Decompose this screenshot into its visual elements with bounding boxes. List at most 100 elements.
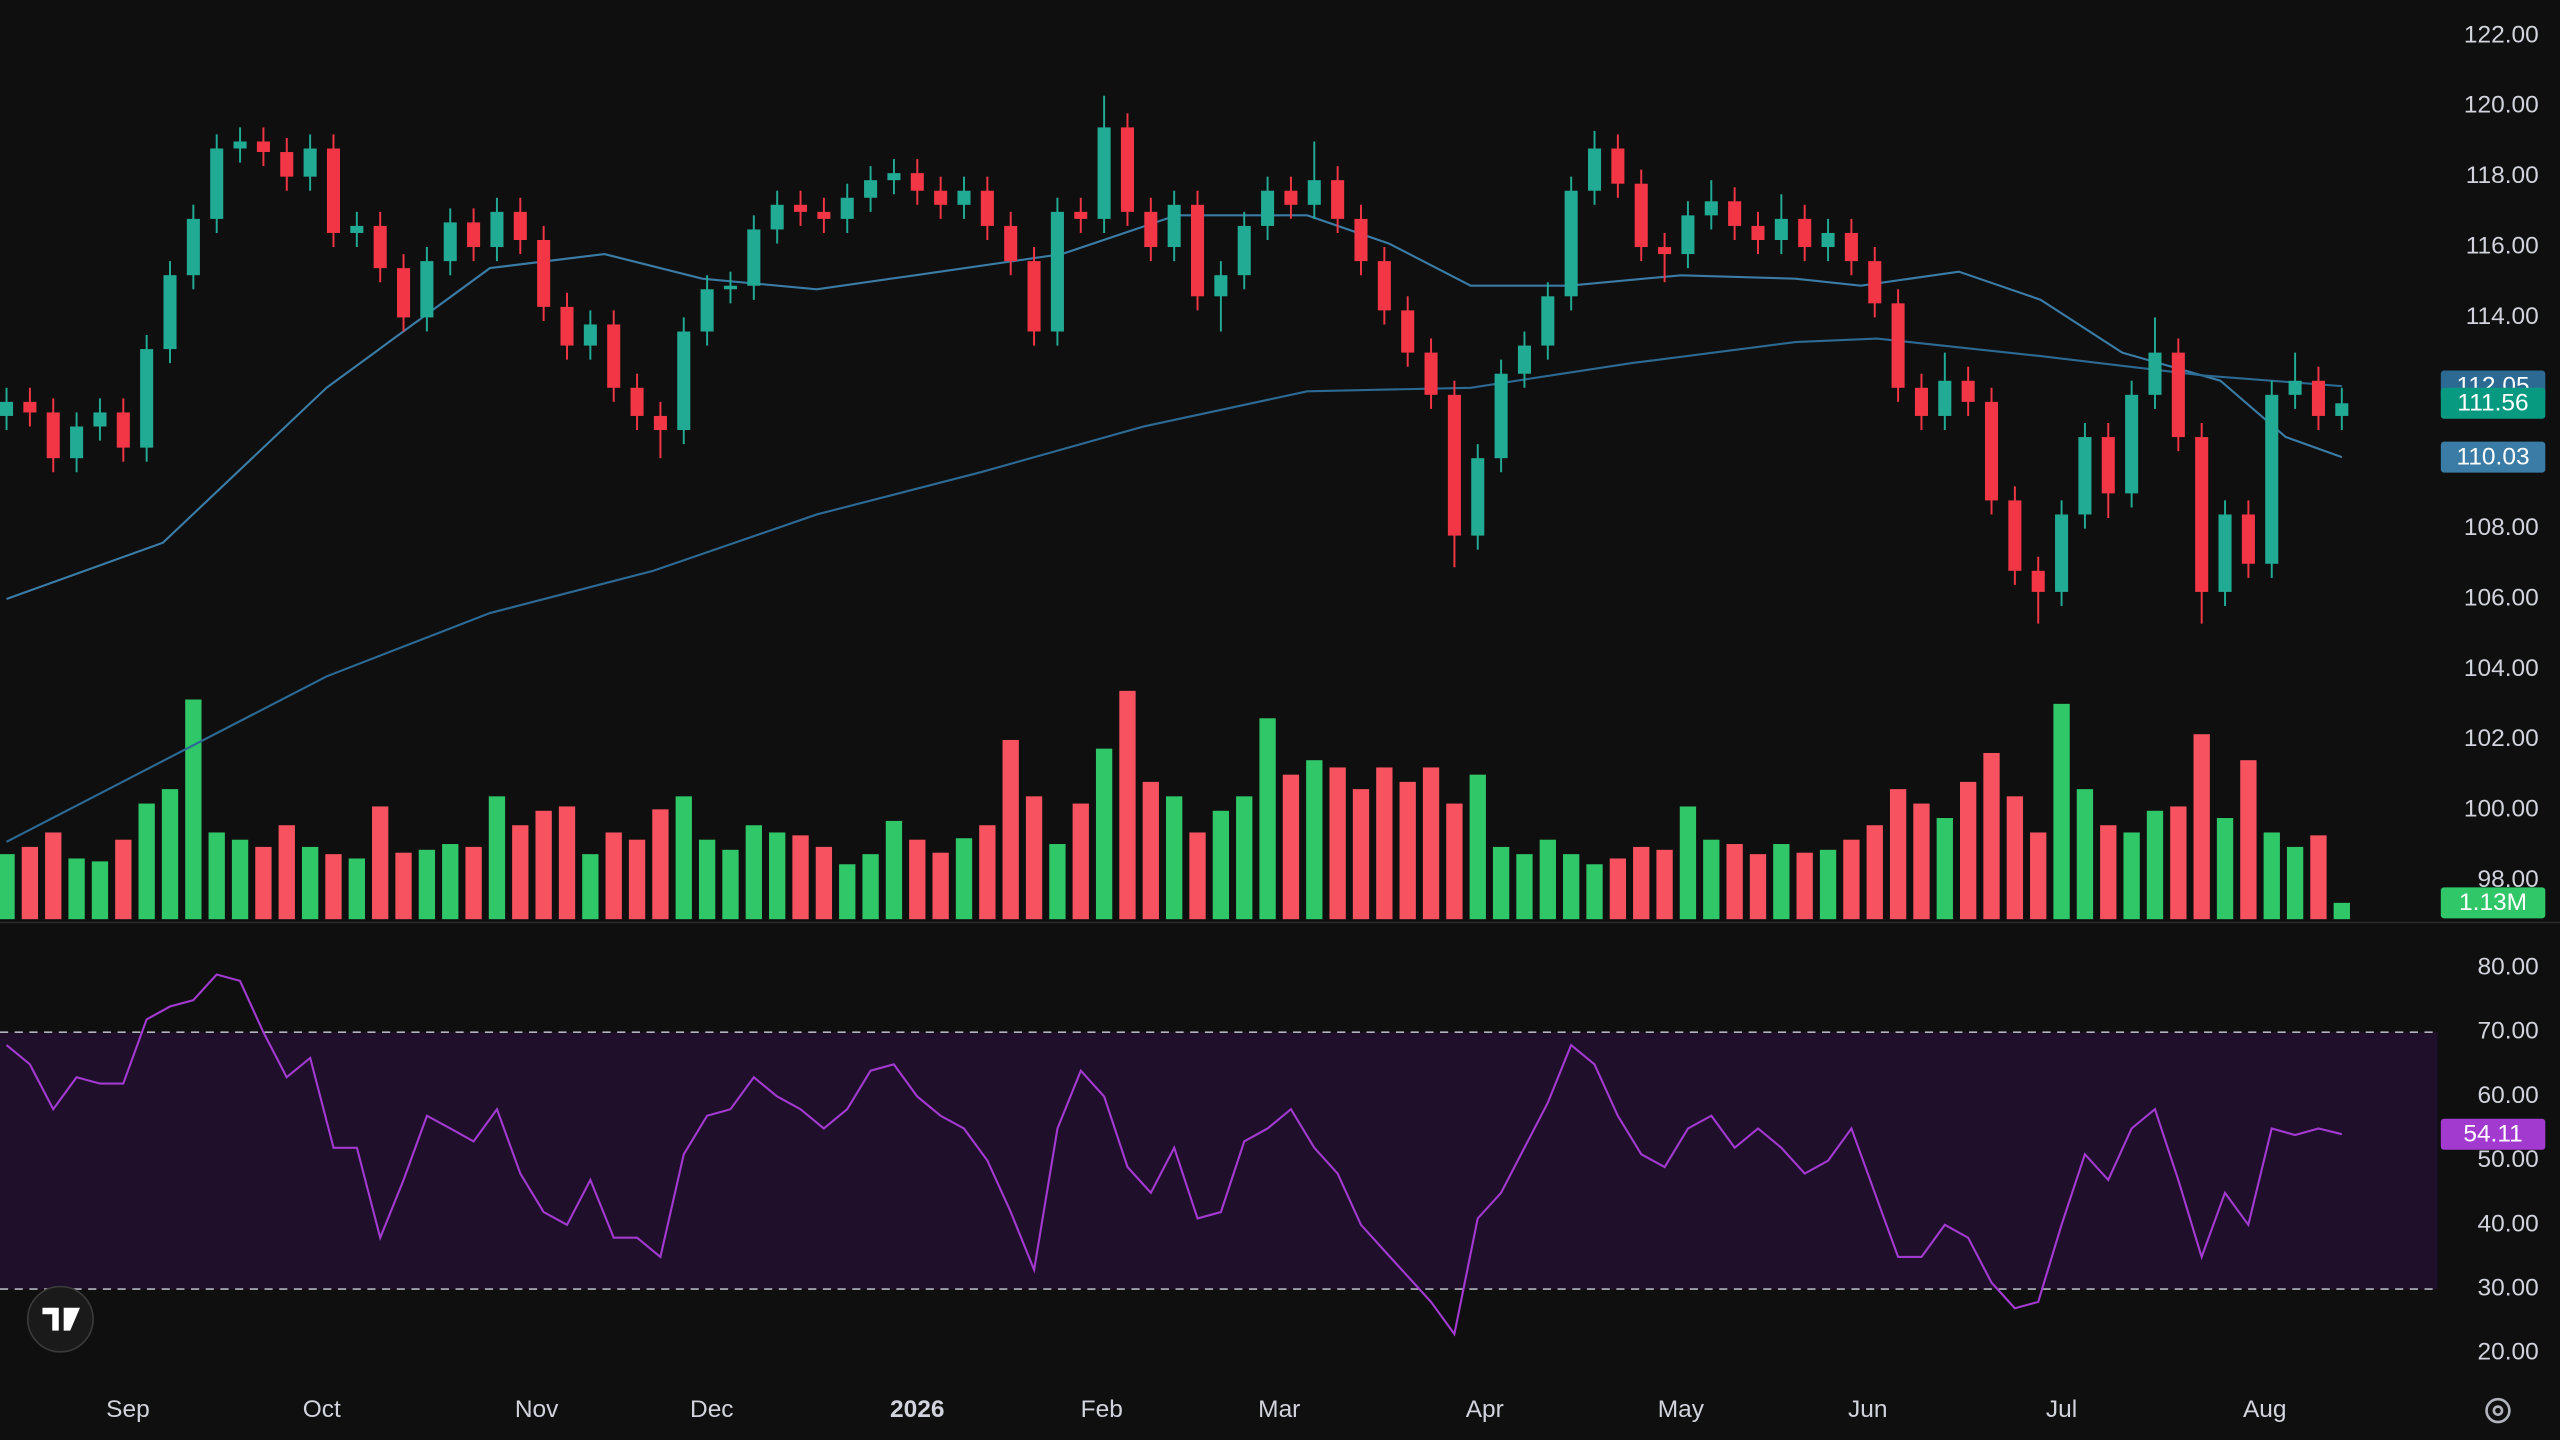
close-last-label: 111.56 [2457, 390, 2528, 417]
volume-bar [839, 864, 856, 920]
candle-body [2218, 514, 2232, 592]
volume-bar [1399, 781, 1416, 920]
rsi-tick-label: 50.00 [2478, 1146, 2539, 1173]
volume-bar [1189, 832, 1206, 920]
candle-body [1284, 190, 1298, 205]
candle-body [2078, 437, 2092, 515]
volume-bar [1236, 796, 1253, 920]
logo[interactable] [26, 1285, 94, 1353]
ma-last-box [2440, 441, 2546, 473]
candle-body [1050, 211, 1064, 332]
candle-body [700, 289, 714, 332]
candle-body [1868, 261, 1882, 304]
volume-bar [161, 789, 179, 920]
candle-body [350, 225, 364, 233]
candle-body [677, 331, 691, 431]
candle-body [2241, 514, 2255, 564]
candle-body [1354, 218, 1368, 262]
candle-body [2311, 380, 2325, 416]
volume-bar [2076, 789, 2094, 920]
logo-mark[interactable] [42, 1307, 80, 1331]
candle-body [1961, 380, 1975, 402]
volume-bar [1282, 774, 1300, 920]
candle-body [2008, 500, 2022, 571]
candle-body [1214, 275, 1228, 297]
settings-button[interactable] [2485, 1397, 2511, 1424]
volume-bar [418, 849, 436, 920]
candle-body [186, 218, 200, 276]
candle-body [1984, 401, 1999, 501]
candle-body [1494, 373, 1508, 459]
volume-bar [1913, 803, 1930, 920]
volume-bar [955, 838, 973, 920]
candle-body [583, 324, 597, 346]
rsi-tick-label: 40.00 [2478, 1210, 2539, 1237]
volume-bar [185, 699, 202, 920]
candle-body [840, 197, 854, 219]
volume-bar [722, 849, 739, 920]
volume-bar [1586, 864, 1603, 920]
volume-bar [138, 803, 155, 920]
candle-body [1027, 261, 1041, 332]
y-tick-label: 106.00 [2464, 584, 2539, 611]
volume-bar [698, 839, 716, 920]
candle-body [1541, 296, 1555, 346]
candle-body [887, 173, 901, 181]
volume-bar [2240, 760, 2257, 920]
volume-bar [2193, 734, 2210, 920]
candle-body [1074, 211, 1088, 219]
candle-body [1471, 458, 1485, 536]
candle-body [1190, 204, 1205, 297]
volume-bar [1142, 781, 1159, 920]
volume-bar [21, 846, 39, 920]
candle-body [1564, 190, 1578, 297]
volume-bar [2053, 703, 2070, 920]
moving-average [6, 214, 2343, 601]
volume-bar [2146, 810, 2164, 920]
ma-last-label: 110.03 [2457, 443, 2530, 470]
gear-ring[interactable] [2485, 1397, 2511, 1424]
candle-body [116, 412, 130, 448]
candle-body [1658, 247, 1672, 255]
volume-bar [1983, 752, 2000, 920]
logo-circle[interactable] [26, 1285, 94, 1353]
y-tick-label: 108.00 [2464, 514, 2539, 541]
candle-body [1424, 352, 1438, 395]
candle-body [537, 240, 551, 307]
volume-bar [2100, 825, 2117, 920]
volume-bar [1516, 854, 1533, 920]
candle-body [1004, 225, 1018, 262]
volume-bar [465, 846, 482, 920]
candle-body [1891, 303, 1905, 388]
candle-body [2148, 352, 2162, 395]
volume-bar [1633, 846, 1650, 920]
volume-bar [1049, 844, 1066, 920]
candle-body [1307, 180, 1321, 205]
volume-bar [1889, 789, 1907, 920]
candle-body [326, 148, 341, 233]
x-tick-label: Aug [2243, 1396, 2287, 1423]
candle-body [1728, 201, 1742, 226]
volume-bar [1539, 839, 1556, 920]
candle-body [2335, 403, 2349, 416]
candle-body [1751, 225, 1765, 241]
volume-bar [582, 854, 599, 920]
volume-bar [1656, 849, 1673, 920]
volume-bar [255, 846, 272, 920]
volume-last-box [2440, 887, 2546, 919]
volume-bar [815, 846, 833, 920]
candle-body [747, 229, 761, 286]
gear-hub[interactable] [2492, 1405, 2504, 1416]
rsi-tick-label: 20.00 [2478, 1339, 2539, 1366]
volume-bar [1679, 806, 1697, 920]
volume-bar [2310, 835, 2327, 920]
candle-body [1167, 204, 1181, 248]
rsi-line [5, 973, 2343, 1337]
x-tick-label: Jun [1848, 1396, 1887, 1423]
volume-bar [2333, 902, 2350, 920]
rsi-last-label: 54.11 [2463, 1121, 2522, 1148]
candle-body [2125, 394, 2139, 494]
volume-bar [348, 858, 365, 920]
